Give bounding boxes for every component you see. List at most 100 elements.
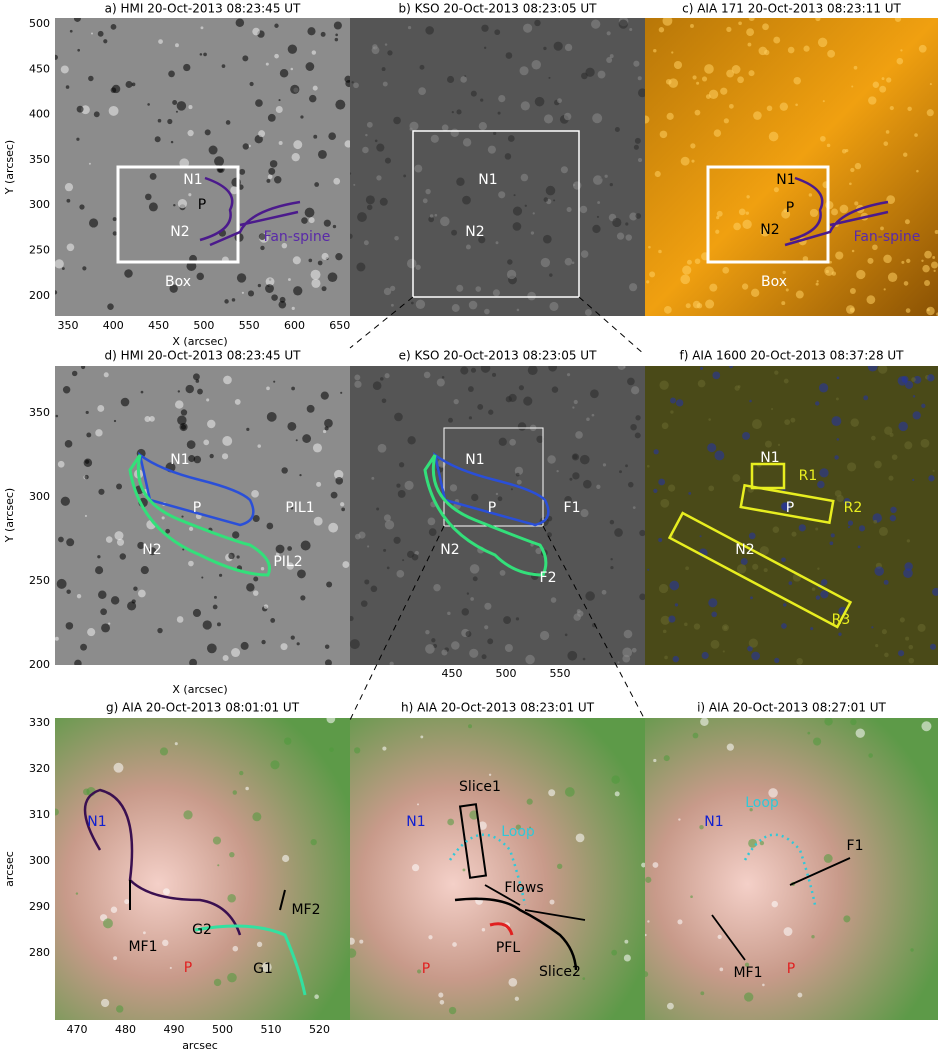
texture bbox=[738, 21, 742, 25]
texture bbox=[848, 526, 850, 528]
texture bbox=[299, 474, 301, 476]
texture bbox=[236, 555, 239, 558]
texture bbox=[279, 141, 283, 145]
texture bbox=[469, 301, 478, 310]
texture bbox=[149, 202, 158, 211]
texture bbox=[477, 404, 483, 410]
texture bbox=[207, 420, 215, 428]
texture bbox=[451, 129, 459, 137]
texture bbox=[882, 77, 885, 80]
texture bbox=[635, 138, 641, 144]
texture bbox=[820, 136, 826, 142]
texture bbox=[77, 594, 81, 598]
texture bbox=[193, 373, 200, 380]
texture bbox=[335, 477, 343, 485]
panel bbox=[55, 365, 350, 667]
texture bbox=[258, 284, 261, 287]
texture bbox=[232, 298, 236, 302]
panel-title: h) AIA 20-Oct-2013 08:23:01 UT bbox=[401, 701, 595, 715]
texture bbox=[781, 623, 787, 629]
texture bbox=[543, 47, 546, 50]
y-tick-label: 350 bbox=[29, 153, 50, 166]
texture bbox=[355, 534, 361, 540]
texture bbox=[452, 942, 457, 947]
texture bbox=[907, 107, 912, 112]
texture bbox=[85, 515, 87, 517]
texture bbox=[633, 61, 639, 67]
annotation: P bbox=[488, 500, 496, 516]
texture bbox=[470, 564, 480, 574]
texture bbox=[253, 577, 258, 582]
texture bbox=[919, 45, 927, 53]
texture bbox=[498, 496, 503, 501]
panel bbox=[347, 17, 646, 316]
texture bbox=[907, 539, 910, 542]
texture bbox=[832, 271, 836, 275]
texture bbox=[895, 16, 901, 22]
texture bbox=[113, 231, 117, 235]
texture bbox=[359, 940, 363, 944]
texture bbox=[819, 468, 828, 477]
texture bbox=[592, 414, 595, 417]
texture bbox=[829, 541, 833, 545]
texture bbox=[742, 283, 748, 289]
texture bbox=[313, 86, 318, 91]
texture bbox=[720, 88, 727, 95]
texture bbox=[705, 300, 714, 309]
texture bbox=[376, 507, 379, 510]
texture bbox=[257, 444, 260, 447]
texture bbox=[677, 919, 682, 924]
texture bbox=[450, 484, 457, 491]
texture bbox=[789, 581, 793, 585]
texture bbox=[408, 26, 411, 29]
y-axis-label: arcsec bbox=[3, 851, 16, 887]
texture bbox=[407, 259, 417, 269]
texture bbox=[172, 100, 177, 105]
texture bbox=[354, 747, 360, 753]
texture bbox=[98, 489, 104, 495]
texture bbox=[718, 935, 722, 939]
x-tick-label: 450 bbox=[148, 319, 169, 332]
texture bbox=[188, 561, 194, 567]
texture bbox=[331, 492, 338, 499]
texture bbox=[573, 181, 581, 189]
texture bbox=[155, 136, 161, 142]
texture bbox=[394, 236, 399, 241]
texture bbox=[133, 587, 137, 591]
texture bbox=[391, 304, 394, 307]
y-tick-label: 300 bbox=[29, 490, 50, 503]
texture bbox=[307, 405, 315, 413]
texture bbox=[143, 931, 146, 934]
texture bbox=[663, 16, 673, 26]
texture bbox=[288, 278, 291, 281]
texture bbox=[351, 81, 353, 83]
texture bbox=[449, 1007, 456, 1014]
texture bbox=[314, 994, 319, 999]
texture bbox=[924, 280, 930, 286]
texture bbox=[867, 258, 873, 264]
texture bbox=[812, 587, 816, 591]
texture bbox=[89, 163, 91, 165]
texture bbox=[462, 196, 471, 205]
annotation: P bbox=[787, 961, 795, 977]
texture bbox=[693, 301, 701, 309]
texture bbox=[447, 819, 454, 826]
texture bbox=[224, 299, 228, 303]
texture bbox=[311, 279, 320, 288]
texture bbox=[749, 638, 758, 647]
texture bbox=[175, 43, 179, 47]
texture bbox=[227, 973, 237, 983]
texture bbox=[759, 47, 768, 56]
texture bbox=[396, 484, 400, 488]
texture bbox=[813, 737, 821, 745]
texture bbox=[468, 386, 474, 392]
texture bbox=[177, 101, 186, 110]
texture bbox=[53, 290, 57, 294]
texture bbox=[852, 250, 855, 253]
texture bbox=[469, 649, 478, 658]
texture bbox=[364, 240, 369, 245]
texture bbox=[222, 64, 226, 68]
texture bbox=[498, 191, 505, 198]
texture bbox=[356, 263, 365, 272]
texture bbox=[585, 309, 592, 316]
